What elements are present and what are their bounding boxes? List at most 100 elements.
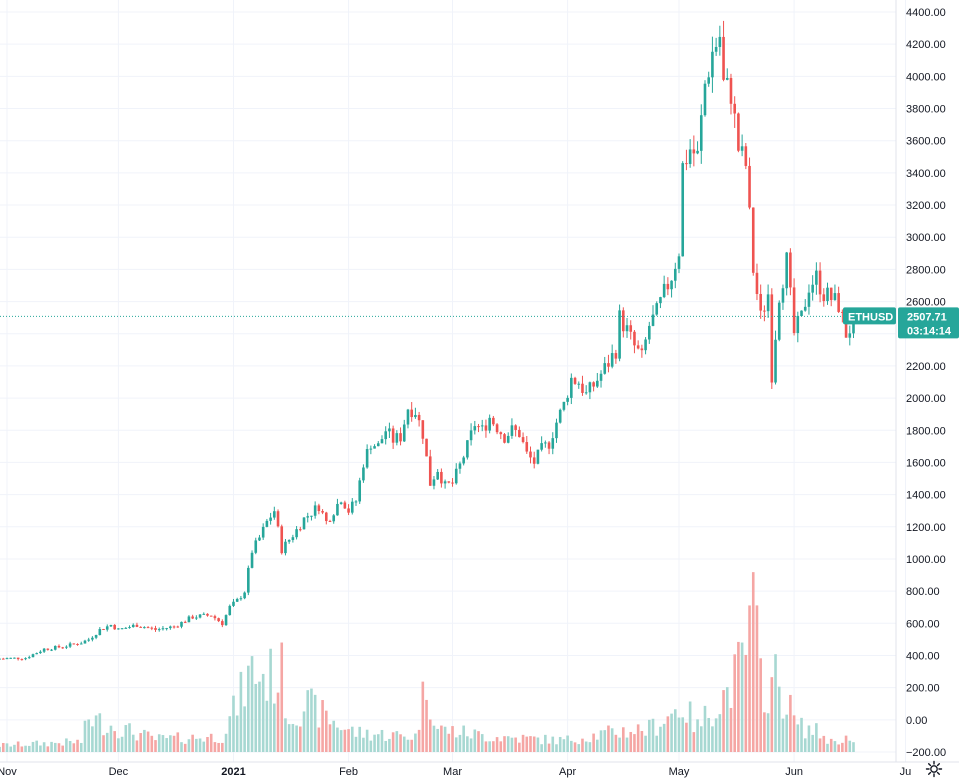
candle-body — [607, 363, 610, 367]
volume-bar — [759, 658, 762, 752]
candle-body — [358, 480, 362, 502]
volume-bar — [165, 738, 168, 752]
candle-body — [376, 443, 380, 447]
volume-bar — [388, 738, 391, 752]
volume-bar — [317, 727, 321, 752]
candle-body — [324, 512, 328, 522]
candle-body — [662, 283, 666, 298]
candle-body — [235, 598, 239, 602]
y-tick-label: 400.00 — [906, 650, 940, 662]
volume-bar — [581, 738, 584, 752]
volume-bar — [640, 731, 644, 752]
volume-bar — [622, 727, 625, 752]
volume-bar — [176, 732, 180, 752]
volume-bar — [198, 738, 202, 752]
volume-bar — [87, 719, 90, 752]
volume-bar — [183, 743, 187, 752]
candle-body — [35, 653, 39, 655]
candle-body — [800, 310, 803, 317]
candle-body — [139, 626, 142, 628]
candle-body — [443, 481, 447, 484]
candle-body — [83, 640, 87, 644]
volume-bar — [789, 694, 792, 752]
volume-bar — [551, 736, 555, 752]
candle-body — [692, 149, 696, 154]
candle-body — [770, 294, 774, 383]
candle-body — [425, 438, 428, 457]
candle-body — [261, 526, 265, 538]
volume-bar — [529, 736, 532, 752]
volume-bar — [313, 694, 317, 752]
volume-bar — [506, 736, 510, 752]
y-tick-label: 1400.00 — [906, 490, 946, 502]
volume-bar — [477, 731, 480, 752]
candle-body — [499, 432, 503, 435]
price-axis[interactable]: 4400.00 4200.00 4000.00 3800.00 3600.00 3400.… — [895, 0, 946, 762]
candle-body — [350, 501, 354, 513]
volume-bar — [811, 734, 814, 752]
volume-bar — [328, 724, 332, 752]
symbol-label: ETHUSD — [848, 311, 893, 323]
volume-bar — [763, 712, 766, 752]
volume-bar — [172, 735, 176, 752]
candle-body — [65, 646, 68, 648]
candle-body — [332, 515, 336, 522]
volume-bar — [213, 742, 217, 752]
candle-body — [785, 252, 788, 289]
volume-bar — [299, 726, 302, 752]
candle-body — [42, 648, 46, 652]
candle-body — [280, 526, 284, 554]
volume-bar — [614, 734, 618, 752]
volume-bar — [692, 732, 696, 752]
y-tick-label: 2800.00 — [906, 264, 946, 276]
volume-bar — [610, 728, 614, 752]
candle-body — [347, 508, 350, 513]
volume-bar — [206, 736, 209, 752]
volume-bar — [447, 733, 451, 752]
candle-body — [566, 397, 569, 402]
candle-body — [603, 363, 607, 374]
candle-body — [510, 425, 514, 436]
volume-bar — [770, 677, 774, 752]
volume-bar — [150, 735, 154, 752]
candle-body — [440, 471, 443, 484]
candle-body — [250, 552, 254, 568]
x-tick-label: Nov — [0, 766, 17, 778]
candle-body — [725, 77, 729, 80]
time-axis[interactable]: Nov Dec 2021 Feb Mar Apr May Jun Ju — [0, 761, 959, 778]
candle-body — [503, 434, 506, 443]
volume-bar — [243, 706, 246, 752]
candle-body — [473, 426, 477, 431]
volume-bar — [406, 739, 410, 752]
x-tick-label: Apr — [559, 766, 576, 778]
volume-bar — [13, 744, 16, 752]
symbol-label-box — [843, 307, 896, 325]
candle-body — [195, 617, 198, 619]
volume-bar — [792, 715, 796, 752]
candle-body — [766, 294, 770, 312]
candle-body — [109, 624, 113, 627]
volume-bar — [480, 734, 484, 752]
candle-body — [384, 431, 387, 440]
volume-bar — [209, 733, 213, 752]
volume-bar — [540, 744, 543, 752]
candle-body — [187, 616, 191, 623]
volume-bar — [573, 742, 577, 752]
settings-gear-icon[interactable] — [925, 760, 943, 778]
volume-bar — [280, 642, 284, 752]
candle-body — [410, 409, 413, 418]
candle-body — [718, 36, 722, 47]
x-tick-label: Feb — [339, 766, 358, 778]
volume-bar — [633, 734, 636, 752]
candle-body — [128, 627, 131, 629]
candle-body — [484, 425, 488, 431]
candle-body — [284, 541, 287, 554]
volume-bar — [596, 739, 599, 752]
volume-bar — [35, 740, 39, 752]
candle-body — [744, 146, 748, 166]
volume-bar — [681, 717, 685, 752]
candle-body — [740, 146, 744, 151]
volume-bar — [61, 745, 64, 752]
volume-bar — [651, 718, 655, 752]
